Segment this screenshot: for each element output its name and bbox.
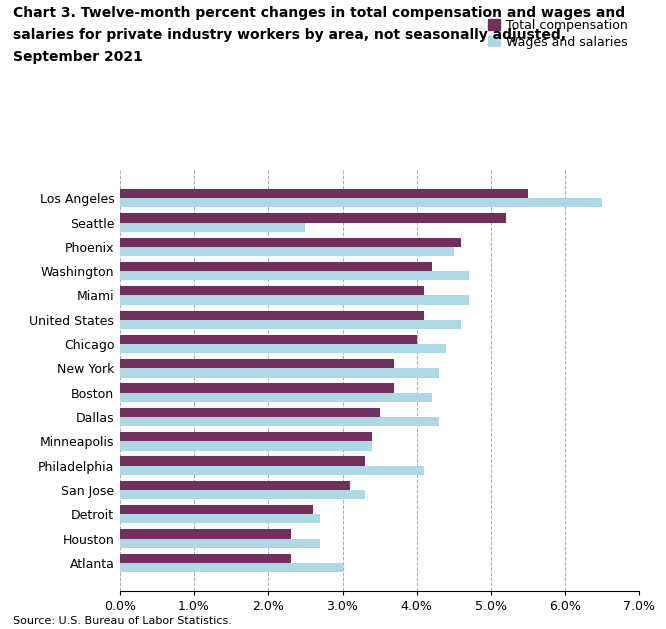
Bar [120,432,372,442]
Bar [120,271,469,281]
Bar [120,417,439,426]
Bar [120,384,394,392]
Bar [120,490,365,499]
Bar [120,320,462,329]
Bar [120,554,290,563]
Text: salaries for private industry workers by area, not seasonally adjusted,: salaries for private industry workers by… [13,28,566,42]
Bar [120,335,417,344]
Bar [120,262,432,271]
Bar [120,465,424,475]
Bar [120,359,394,369]
Bar [120,505,313,515]
Bar [120,296,469,304]
Bar [120,530,290,538]
Bar [120,223,306,231]
Bar [120,408,380,417]
Text: Chart 3. Twelve-month percent changes in total compensation and wages and: Chart 3. Twelve-month percent changes in… [13,6,625,20]
Legend: Total compensation, Wages and salaries: Total compensation, Wages and salaries [483,14,633,53]
Text: September 2021: September 2021 [13,50,143,64]
Bar [120,538,320,548]
Bar [120,344,446,353]
Bar [120,286,424,296]
Bar [120,392,432,402]
Bar [120,369,439,377]
Bar [120,457,365,465]
Bar [120,247,454,256]
Bar [120,563,342,572]
Bar [120,311,424,320]
Bar [120,213,505,223]
Bar [120,442,372,450]
Bar [120,198,602,208]
Bar [120,189,528,198]
Bar [120,515,320,523]
Bar [120,238,462,247]
Text: Source: U.S. Bureau of Labor Statistics.: Source: U.S. Bureau of Labor Statistics. [13,616,232,626]
Bar [120,481,350,490]
